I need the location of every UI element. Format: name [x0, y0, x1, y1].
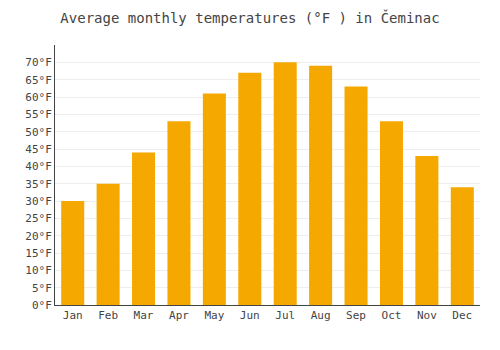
- svg-text:Jun: Jun: [240, 309, 260, 322]
- svg-text:May: May: [204, 309, 224, 322]
- svg-text:30°F: 30°F: [25, 195, 52, 208]
- svg-text:5°F: 5°F: [32, 282, 52, 295]
- svg-text:Average monthly temperatures (: Average monthly temperatures (°F ) in Če…: [60, 9, 439, 26]
- svg-text:60°F: 60°F: [25, 91, 52, 104]
- svg-text:Feb: Feb: [98, 309, 118, 322]
- svg-text:40°F: 40°F: [25, 160, 52, 173]
- svg-text:Nov: Nov: [417, 309, 437, 322]
- svg-text:Dec: Dec: [452, 309, 472, 322]
- svg-text:35°F: 35°F: [25, 178, 52, 191]
- svg-text:10°F: 10°F: [25, 264, 52, 277]
- svg-text:Mar: Mar: [134, 309, 154, 322]
- svg-text:Jan: Jan: [63, 309, 83, 322]
- svg-text:0°F: 0°F: [32, 299, 52, 312]
- svg-text:65°F: 65°F: [25, 74, 52, 87]
- svg-text:45°F: 45°F: [25, 143, 52, 156]
- svg-text:50°F: 50°F: [25, 126, 52, 139]
- svg-text:20°F: 20°F: [25, 230, 52, 243]
- svg-text:25°F: 25°F: [25, 212, 52, 225]
- svg-text:15°F: 15°F: [25, 247, 52, 260]
- svg-text:Sep: Sep: [346, 309, 366, 322]
- svg-text:Oct: Oct: [382, 309, 402, 322]
- svg-text:Apr: Apr: [169, 309, 189, 322]
- svg-text:70°F: 70°F: [25, 56, 52, 69]
- svg-text:Jul: Jul: [275, 309, 295, 322]
- svg-text:Aug: Aug: [311, 309, 331, 322]
- svg-text:55°F: 55°F: [25, 108, 52, 121]
